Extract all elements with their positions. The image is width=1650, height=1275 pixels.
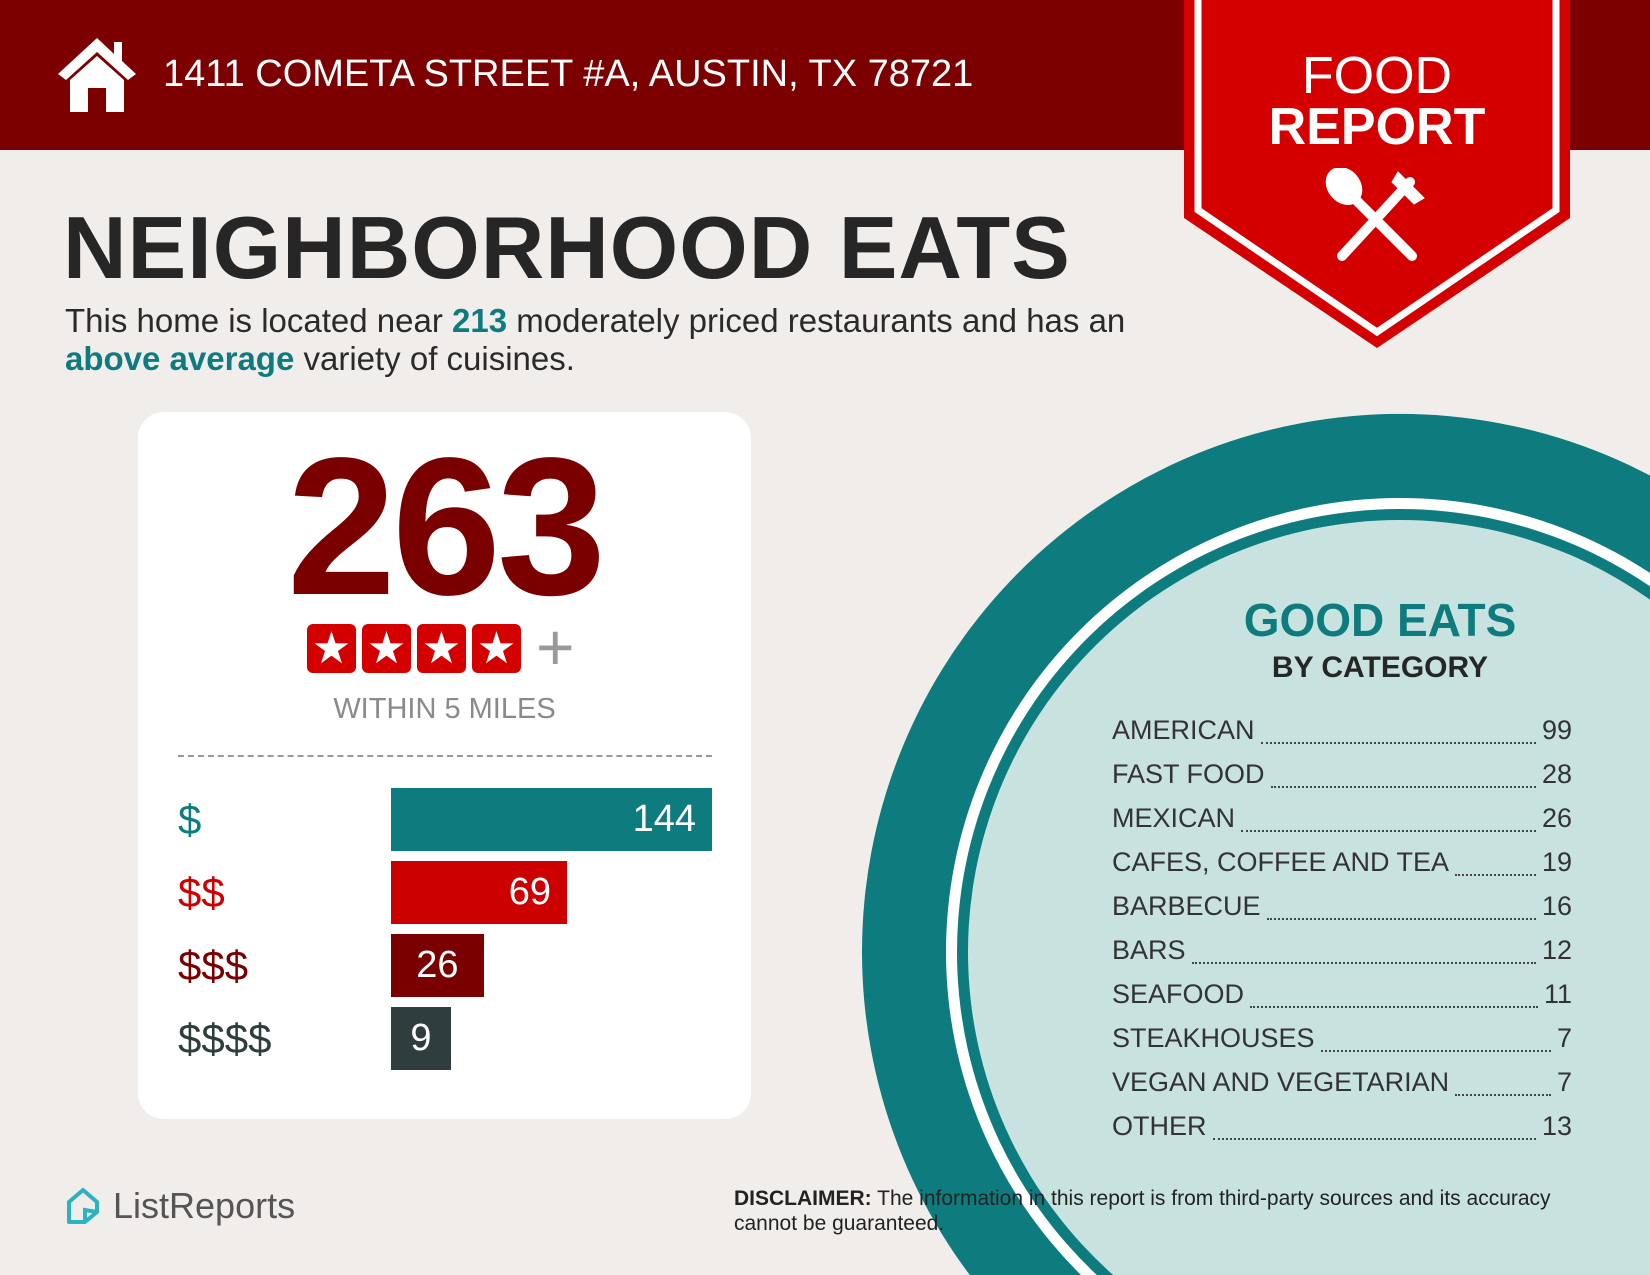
category-row: AMERICAN 99 <box>1112 714 1572 758</box>
category-count: 28 <box>1541 759 1572 789</box>
dot-leader <box>1260 742 1536 744</box>
category-count: 7 <box>1556 1067 1572 1097</box>
ribbon-title-line2: REPORT <box>1268 98 1486 156</box>
category-name: AMERICAN <box>1112 715 1255 745</box>
category-count: 16 <box>1541 891 1572 921</box>
plus-sign: + <box>536 610 575 684</box>
price-tier-bar: 26 <box>391 934 484 997</box>
price-tier-bar: 9 <box>391 1007 451 1070</box>
category-row: SEAFOOD 11 <box>1112 978 1572 1022</box>
price-tier-label: $$$ <box>178 942 249 989</box>
dot-leader <box>1191 962 1536 964</box>
plate-center <box>968 520 1650 1275</box>
category-name: STEAKHOUSES <box>1112 1023 1315 1053</box>
category-name: VEGAN AND VEGETARIAN <box>1112 1067 1450 1097</box>
category-row: FAST FOOD 28 <box>1112 758 1572 802</box>
category-count: 13 <box>1541 1111 1572 1141</box>
category-name: CAFES, COFFEE AND TEA <box>1112 847 1450 877</box>
variety-rating: above average <box>65 340 295 377</box>
dot-leader <box>1266 918 1536 920</box>
category-row: CAFES, COFFEE AND TEA 19 <box>1112 846 1572 890</box>
category-row: BARBECUE 16 <box>1112 890 1572 934</box>
category-name: FAST FOOD <box>1112 759 1265 789</box>
star-icon: ★ <box>417 624 466 673</box>
price-tier-bar: 144 <box>391 788 712 851</box>
property-address: 1411 COMETA STREET #A, AUSTIN, TX 78721 <box>163 53 974 95</box>
distance-label: WITHIN 5 MILES <box>333 693 556 725</box>
listreports-logo-icon <box>67 1188 99 1224</box>
star-icon: ★ <box>307 624 356 673</box>
listreports-logo: ListReports <box>63 1185 295 1227</box>
dot-leader <box>1241 830 1536 832</box>
category-count: 7 <box>1556 1023 1572 1053</box>
dot-leader <box>1250 1006 1538 1008</box>
dot-leader <box>1320 1050 1551 1052</box>
good-eats-subtitle: BY CATEGORY <box>1271 651 1489 684</box>
category-row: VEGAN AND VEGETARIAN 7 <box>1112 1066 1572 1110</box>
dot-leader <box>1212 1138 1536 1140</box>
category-row: OTHER 13 <box>1112 1110 1572 1154</box>
category-name: OTHER <box>1112 1111 1207 1141</box>
category-row: STEAKHOUSES 7 <box>1112 1022 1572 1066</box>
star-rating: ★ ★ ★ ★ <box>307 624 521 673</box>
total-restaurants: 263 <box>286 417 606 636</box>
category-count: 19 <box>1541 847 1572 877</box>
page-title: NEIGHBORHOOD EATS <box>63 198 1071 297</box>
spoon-fork-icon <box>1325 168 1425 261</box>
category-name: BARS <box>1112 935 1186 965</box>
category-name: BARBECUE <box>1112 891 1261 921</box>
house-icon <box>58 38 136 112</box>
category-row: BARS 12 <box>1112 934 1572 978</box>
category-name: SEAFOOD <box>1112 979 1245 1009</box>
star-icon: ★ <box>362 624 411 673</box>
category-count: 11 <box>1543 979 1572 1009</box>
intro-text: This home is located near 213 moderately… <box>65 302 1126 377</box>
dot-leader <box>1455 874 1536 876</box>
star-icon: ★ <box>472 624 521 673</box>
category-row: MEXICAN 26 <box>1112 802 1572 846</box>
price-tier-label: $ <box>178 796 202 843</box>
price-tier-label: $$$$ <box>178 1015 272 1062</box>
summary-card <box>138 412 751 1119</box>
category-count: 12 <box>1541 935 1572 965</box>
restaurant-count: 213 <box>452 302 508 339</box>
dot-leader <box>1455 1094 1551 1096</box>
price-tier-bar: 69 <box>391 861 567 924</box>
price-tier-label: $$ <box>178 869 225 916</box>
logo-text: ListReports <box>113 1185 296 1226</box>
divider <box>178 755 712 757</box>
food-report-ribbon <box>1184 0 1570 348</box>
dot-leader <box>1270 786 1536 788</box>
disclaimer: DISCLAIMER: The information in this repo… <box>734 1187 1551 1235</box>
ribbon-title-line1: FOOD <box>1301 47 1453 105</box>
category-name: MEXICAN <box>1112 803 1236 833</box>
category-count: 99 <box>1541 715 1572 745</box>
category-count: 26 <box>1541 803 1572 833</box>
good-eats-title: GOOD EATS <box>1243 594 1517 646</box>
